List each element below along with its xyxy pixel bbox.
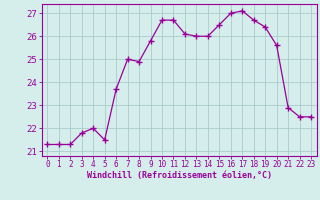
X-axis label: Windchill (Refroidissement éolien,°C): Windchill (Refroidissement éolien,°C) xyxy=(87,171,272,180)
